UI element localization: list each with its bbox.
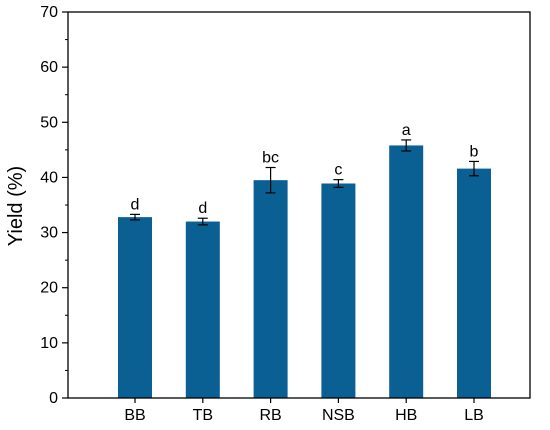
bar-hb xyxy=(389,145,424,398)
error-bars-group xyxy=(130,139,479,226)
x-tick-label-bb: BB xyxy=(124,407,145,424)
significance-label-rb: bc xyxy=(262,150,279,167)
y-ticks-group: 0 10 20 30 40 50 60 70 xyxy=(40,4,68,407)
error-bar-lb xyxy=(469,160,479,177)
y-tick-label-50: 50 xyxy=(40,114,58,131)
y-tick-label-0: 0 xyxy=(49,390,58,407)
error-bar-hb xyxy=(401,139,412,152)
bar-tb xyxy=(185,221,220,398)
significance-label-nsb: c xyxy=(334,162,342,179)
bar-lb xyxy=(457,168,491,398)
x-tick-label-rb: RB xyxy=(259,407,281,424)
x-tick-label-tb: TB xyxy=(193,407,213,424)
x-tick-label-lb: LB xyxy=(464,407,484,424)
bar-rb xyxy=(253,180,288,398)
error-bar-tb xyxy=(197,217,208,226)
error-bar-rb xyxy=(265,166,276,194)
significance-label-bb: d xyxy=(131,196,140,213)
significance-label-hb: a xyxy=(402,122,411,139)
y-tick-label-30: 30 xyxy=(40,225,58,242)
bar-bb xyxy=(118,217,152,398)
x-tick-label-nsb: NSB xyxy=(322,407,355,424)
y-tick-label-60: 60 xyxy=(40,59,58,76)
x-tick-label-hb: HB xyxy=(395,407,417,424)
y-tick-label-10: 10 xyxy=(40,335,58,352)
y-tick-label-20: 20 xyxy=(40,280,58,297)
x-ticks-group: BB TB RB NSB HB LB xyxy=(124,398,484,424)
significance-label-lb: b xyxy=(470,143,479,160)
error-bar-nsb xyxy=(333,179,344,188)
y-tick-label-40: 40 xyxy=(40,169,58,186)
bar-nsb xyxy=(321,183,356,398)
y-tick-label-70: 70 xyxy=(40,4,58,21)
significance-label-tb: d xyxy=(198,200,207,217)
error-bar-bb xyxy=(130,213,140,221)
significance-labels-group: d d bc c a b xyxy=(131,122,479,217)
bars-group xyxy=(118,145,491,398)
y-axis-title: Yield (%) xyxy=(5,166,27,246)
